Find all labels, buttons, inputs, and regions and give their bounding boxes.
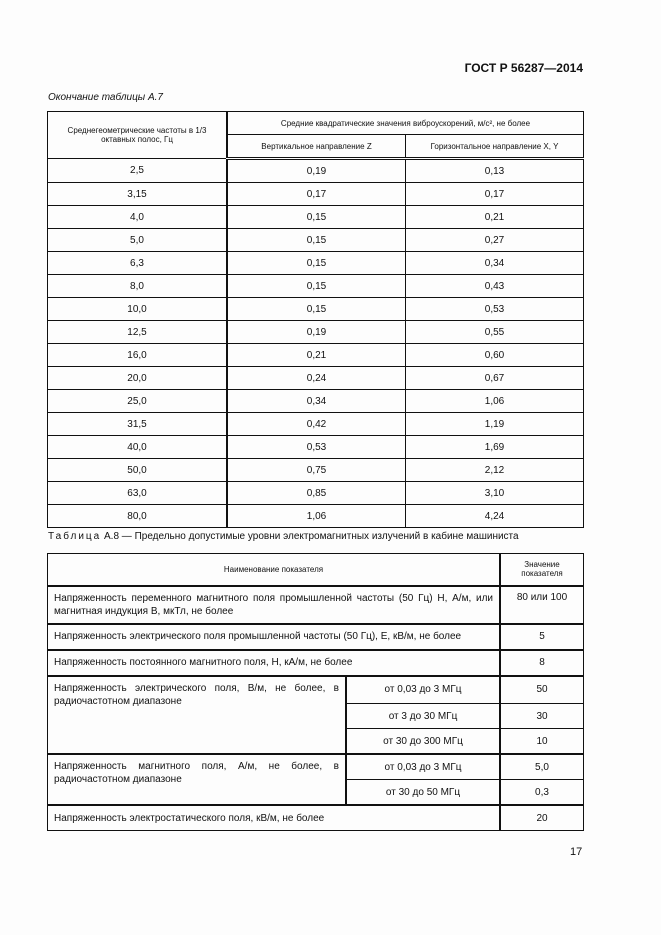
table-row: 6,3 0,15 0,34 [47, 251, 584, 275]
indicator-value: 50 [499, 675, 584, 704]
table-row: 25,0 0,34 1,06 [47, 389, 584, 413]
indicator-name: Напряженность электрического поля промыш… [47, 623, 501, 651]
table-row: 20,0 0,24 0,67 [47, 366, 584, 390]
table-row: 5,0 0,15 0,27 [47, 228, 584, 252]
frequency-cell: 8,0 [47, 274, 228, 298]
page-number: 17 [570, 846, 583, 858]
table-row: 31,5 0,42 1,19 [47, 412, 584, 436]
indicator-name: Напряженность магнитного поля, А/м, не б… [47, 753, 347, 806]
frequency-cell: 6,3 [47, 251, 228, 275]
frequency-cell: 10,0 [47, 297, 228, 321]
vertical-value-cell: 0,17 [226, 182, 406, 206]
horizontal-value-cell: 0,21 [405, 205, 584, 229]
horizontal-value-cell: 1,69 [405, 435, 584, 459]
indicator-value: 0,3 [499, 779, 584, 806]
vertical-value-cell: 0,75 [226, 458, 406, 482]
table-row: 10,0 0,15 0,53 [47, 297, 584, 321]
table-row: 2,5 0,19 0,13 [47, 158, 584, 183]
horizontal-value-cell: 0,53 [405, 297, 584, 321]
col-header-horizontal: Горизонтальное направление X, Y [405, 134, 584, 160]
table-row: 4,0 0,15 0,21 [47, 205, 584, 229]
indicator-value: 80 или 100 [499, 585, 584, 625]
frequency-cell: 12,5 [47, 320, 228, 344]
table-a7: Среднегеометрические частоты в 1/3 октав… [47, 111, 584, 528]
group-header-acceleration: Средние квадратические значения виброуск… [226, 111, 584, 135]
vertical-value-cell: 0,15 [226, 274, 406, 298]
vertical-value-cell: 0,24 [226, 366, 406, 390]
frequency-cell: 2,5 [47, 158, 228, 183]
horizontal-value-cell: 2,12 [405, 458, 584, 482]
horizontal-value-cell: 0,67 [405, 366, 584, 390]
frequency-range: от 3 до 30 МГц [345, 703, 501, 729]
vertical-value-cell: 1,06 [226, 504, 406, 528]
vertical-value-cell: 0,21 [226, 343, 406, 367]
indicator-name: Напряженность электростатического поля, … [47, 804, 501, 831]
indicator-name: Напряженность электрического поля, В/м, … [47, 675, 347, 755]
indicator-value: 20 [499, 804, 584, 831]
table-row: 12,5 0,19 0,55 [47, 320, 584, 344]
frequency-range: от 0,03 до 3 МГц [345, 753, 501, 780]
indicator-value: 8 [499, 649, 584, 677]
indicator-name: Напряженность переменного магнитного пол… [47, 585, 501, 625]
frequency-range: от 30 до 50 МГц [345, 779, 501, 806]
table-row: 50,0 0,75 2,12 [47, 458, 584, 482]
frequency-cell: 16,0 [47, 343, 228, 367]
table-row: 16,0 0,21 0,60 [47, 343, 584, 367]
vertical-value-cell: 0,34 [226, 389, 406, 413]
horizontal-value-cell: 0,13 [405, 158, 584, 183]
vertical-value-cell: 0,42 [226, 412, 406, 436]
horizontal-value-cell: 0,17 [405, 182, 584, 206]
horizontal-value-cell: 0,60 [405, 343, 584, 367]
vertical-value-cell: 0,85 [226, 481, 406, 505]
frequency-cell: 63,0 [47, 481, 228, 505]
col-header-vertical: Вертикальное направление Z [226, 134, 406, 160]
vertical-value-cell: 0,15 [226, 251, 406, 275]
indicator-value: 5 [499, 623, 584, 651]
horizontal-value-cell: 0,43 [405, 274, 584, 298]
frequency-range: от 30 до 300 МГц [345, 728, 501, 755]
horizontal-value-cell: 1,19 [405, 412, 584, 436]
indicator-value: 30 [499, 703, 584, 729]
table-row: 40,0 0,53 1,69 [47, 435, 584, 459]
indicator-value: 5,0 [499, 753, 584, 780]
vertical-value-cell: 0,15 [226, 228, 406, 252]
frequency-cell: 31,5 [47, 412, 228, 436]
table-a8: Наименование показателя Значение показат… [47, 553, 584, 831]
vertical-value-cell: 0,19 [226, 158, 406, 183]
col-header-name: Наименование показателя [47, 553, 501, 587]
col-header-value: Значение показателя [499, 553, 584, 587]
horizontal-value-cell: 3,10 [405, 481, 584, 505]
table-a7-caption: Окончание таблицы А.7 [48, 92, 163, 103]
frequency-cell: 4,0 [47, 205, 228, 229]
frequency-cell: 40,0 [47, 435, 228, 459]
frequency-cell: 3,15 [47, 182, 228, 206]
vertical-value-cell: 0,53 [226, 435, 406, 459]
horizontal-value-cell: 0,27 [405, 228, 584, 252]
horizontal-value-cell: 0,55 [405, 320, 584, 344]
vertical-value-cell: 0,19 [226, 320, 406, 344]
table-row: 80,0 1,06 4,24 [47, 504, 584, 528]
horizontal-value-cell: 1,06 [405, 389, 584, 413]
horizontal-value-cell: 0,34 [405, 251, 584, 275]
table-row: 8,0 0,15 0,43 [47, 274, 584, 298]
indicator-name: Напряженность постоянного магнитного пол… [47, 649, 501, 677]
frequency-cell: 5,0 [47, 228, 228, 252]
frequency-cell: 25,0 [47, 389, 228, 413]
standard-number: ГОСТ Р 56287—2014 [464, 61, 583, 75]
horizontal-value-cell: 4,24 [405, 504, 584, 528]
frequency-cell: 20,0 [47, 366, 228, 390]
table-row: 3,15 0,17 0,17 [47, 182, 584, 206]
vertical-value-cell: 0,15 [226, 205, 406, 229]
indicator-value: 10 [499, 728, 584, 755]
table-a8-caption: Таблица А.8 — Предельно допустимые уровн… [48, 531, 519, 542]
frequency-range: от 0,03 до 3 МГц [345, 675, 501, 704]
frequency-cell: 50,0 [47, 458, 228, 482]
table-row: 63,0 0,85 3,10 [47, 481, 584, 505]
col-header-frequency: Среднегеометрические частоты в 1/3 октав… [47, 111, 228, 159]
frequency-cell: 80,0 [47, 504, 228, 528]
vertical-value-cell: 0,15 [226, 297, 406, 321]
